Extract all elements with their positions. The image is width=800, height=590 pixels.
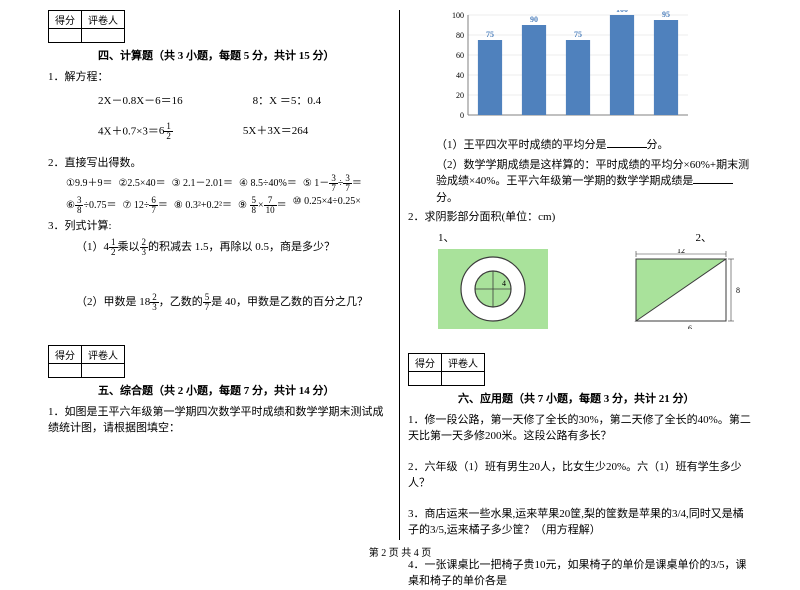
eq2a-pre: 4X＋0.7×3＝ bbox=[98, 125, 159, 137]
score-head-score-6: 得分 bbox=[409, 353, 442, 371]
geom-row: 4 12 8 6 bbox=[408, 249, 752, 329]
item3: ③ 2.1－2.01＝ bbox=[172, 174, 233, 193]
item1: ①9.9＋9＝ bbox=[66, 174, 112, 193]
item9: ⑨ 58×710＝ bbox=[238, 196, 287, 215]
score-head-score-5: 得分 bbox=[49, 345, 82, 363]
items-row-1: ①9.9＋9＝ ②2.5×40＝ ③ 2.1－2.01＝ ④ 8.5÷40%＝ … bbox=[48, 174, 391, 193]
geom1-svg: 4 bbox=[438, 249, 548, 329]
score-table-sec5: 得分 评卷人 bbox=[48, 345, 125, 378]
item2: ②2.5×40＝ bbox=[118, 174, 165, 193]
q3a: （1）412乘以23的积减去 1.5，再除以 0.5，商是多少？ bbox=[48, 238, 391, 257]
r2-sub2: 2、 bbox=[696, 229, 713, 245]
eq2b: 5X＋3X＝264 bbox=[243, 122, 308, 141]
item6: ⑥38÷0.75＝ bbox=[66, 196, 116, 215]
item5: ⑤ 1－37÷37＝ bbox=[303, 174, 362, 193]
items-row-2: ⑥38÷0.75＝ ⑦ 12÷67＝ ⑧ 0.3²+0.2²＝ ⑨ 58×710… bbox=[48, 196, 391, 215]
svg-text:6: 6 bbox=[688, 324, 692, 329]
eq1b: 8：X ＝5：0.4 bbox=[253, 92, 321, 108]
eq-row-1: 2X－0.8X－6＝16 8：X ＝5：0.4 bbox=[48, 92, 391, 108]
score-head-grader-5: 评卷人 bbox=[82, 345, 125, 363]
item10: ⑩ 0.25×4÷0.25× bbox=[293, 196, 361, 215]
section6-title: 六、应用题（共 7 小题，每题 3 分，共计 21 分） bbox=[458, 390, 752, 406]
svg-text:95: 95 bbox=[662, 10, 670, 19]
eq2a-n: 1 bbox=[164, 122, 173, 132]
blank-2[interactable] bbox=[693, 173, 733, 184]
svg-text:75: 75 bbox=[574, 30, 582, 39]
eq-row-2: 4X＋0.7×3＝612 5X＋3X＝264 bbox=[48, 122, 391, 141]
q3-label: 3．列式计算: bbox=[48, 218, 391, 235]
section5-title: 五、综合题（共 2 小题，每题 7 分，共计 14 分） bbox=[98, 382, 391, 398]
item8: ⑧ 0.3²+0.2²＝ bbox=[174, 196, 232, 215]
q1-label: 1．解方程： bbox=[48, 69, 391, 86]
svg-text:12: 12 bbox=[677, 249, 685, 255]
svg-text:75: 75 bbox=[486, 30, 494, 39]
eq1a: 2X－0.8X－6＝16 bbox=[98, 92, 183, 108]
score-head-grader: 评卷人 bbox=[82, 11, 125, 29]
r1b: （2）数学学期成绩是这样算的：平时成绩的平均分×60%+期末测验成绩×40%。王… bbox=[408, 157, 752, 207]
page-footer: 第 2 页 共 4 页 bbox=[0, 544, 800, 559]
item4: ④ 8.5÷40%＝ bbox=[239, 174, 297, 193]
r2-sub1: 1、 bbox=[438, 229, 455, 245]
q5-1: 1．如图是王平六年级第一学期四次数学平时成绩和数学学期末测试成绩统计图，请根据图… bbox=[48, 404, 391, 437]
item7: ⑦ 12÷67＝ bbox=[122, 196, 167, 215]
a1: 1．修一段公路，第一天修了全长的30%，第二天修了全长的40%。第二天比第一天多… bbox=[408, 412, 752, 445]
item5-pre: ⑤ 1－ bbox=[303, 178, 329, 189]
svg-text:8: 8 bbox=[736, 286, 740, 295]
svg-text:20: 20 bbox=[456, 91, 464, 100]
svg-text:60: 60 bbox=[456, 51, 464, 60]
svg-text:80: 80 bbox=[456, 31, 464, 40]
left-column: 得分 评卷人 四、计算题（共 3 小题，每题 5 分，共计 15 分） 1．解方… bbox=[40, 10, 400, 540]
score-head-grader-6: 评卷人 bbox=[442, 353, 485, 371]
svg-text:100: 100 bbox=[452, 11, 464, 20]
score-head-score: 得分 bbox=[49, 11, 82, 29]
svg-text:40: 40 bbox=[456, 71, 464, 80]
bar-chart: 0 20 40 60 80 100 75 90 75 100 95 bbox=[408, 10, 752, 134]
eq2a: 4X＋0.7×3＝612 bbox=[98, 122, 173, 141]
q3b: （2）甲数是 1823，乙数的57是 40，甲数是乙数的百分之几？ bbox=[48, 293, 391, 312]
r2-label: 2．求阴影部分面积(单位：cm) bbox=[408, 209, 752, 226]
score-table-sec6: 得分 评卷人 bbox=[408, 353, 485, 386]
score-table-sec4: 得分 评卷人 bbox=[48, 10, 125, 43]
right-column: 0 20 40 60 80 100 75 90 75 100 95 （1）王平四次平时成绩的平均分是… bbox=[400, 10, 760, 540]
a3: 3．商店运来一些水果,运来苹果20筐,梨的筐数是苹果的3/4,同时又是橘子的3/… bbox=[408, 506, 752, 539]
svg-text:90: 90 bbox=[530, 15, 538, 24]
a2: 2．六年级（1）班有男生20人，比女生少20%。六（1）班有学生多少人？ bbox=[408, 459, 752, 492]
svg-text:0: 0 bbox=[460, 111, 464, 120]
eq2a-d: 2 bbox=[164, 132, 173, 141]
svg-text:100: 100 bbox=[616, 10, 628, 14]
r1a: （1）王平四次平时成绩的平均分是分。 bbox=[408, 137, 752, 154]
q2-label: 2．直接写出得数。 bbox=[48, 155, 391, 172]
section4-title: 四、计算题（共 3 小题，每题 5 分，共计 15 分） bbox=[98, 47, 391, 63]
a4: 4．一张课桌比一把椅子贵10元，如果椅子的单价是课桌单价的3/5，课桌和椅子的单… bbox=[408, 557, 752, 590]
geom2-svg: 12 8 6 bbox=[622, 249, 742, 329]
blank-1[interactable] bbox=[607, 137, 647, 148]
svg-text:4: 4 bbox=[502, 279, 506, 288]
